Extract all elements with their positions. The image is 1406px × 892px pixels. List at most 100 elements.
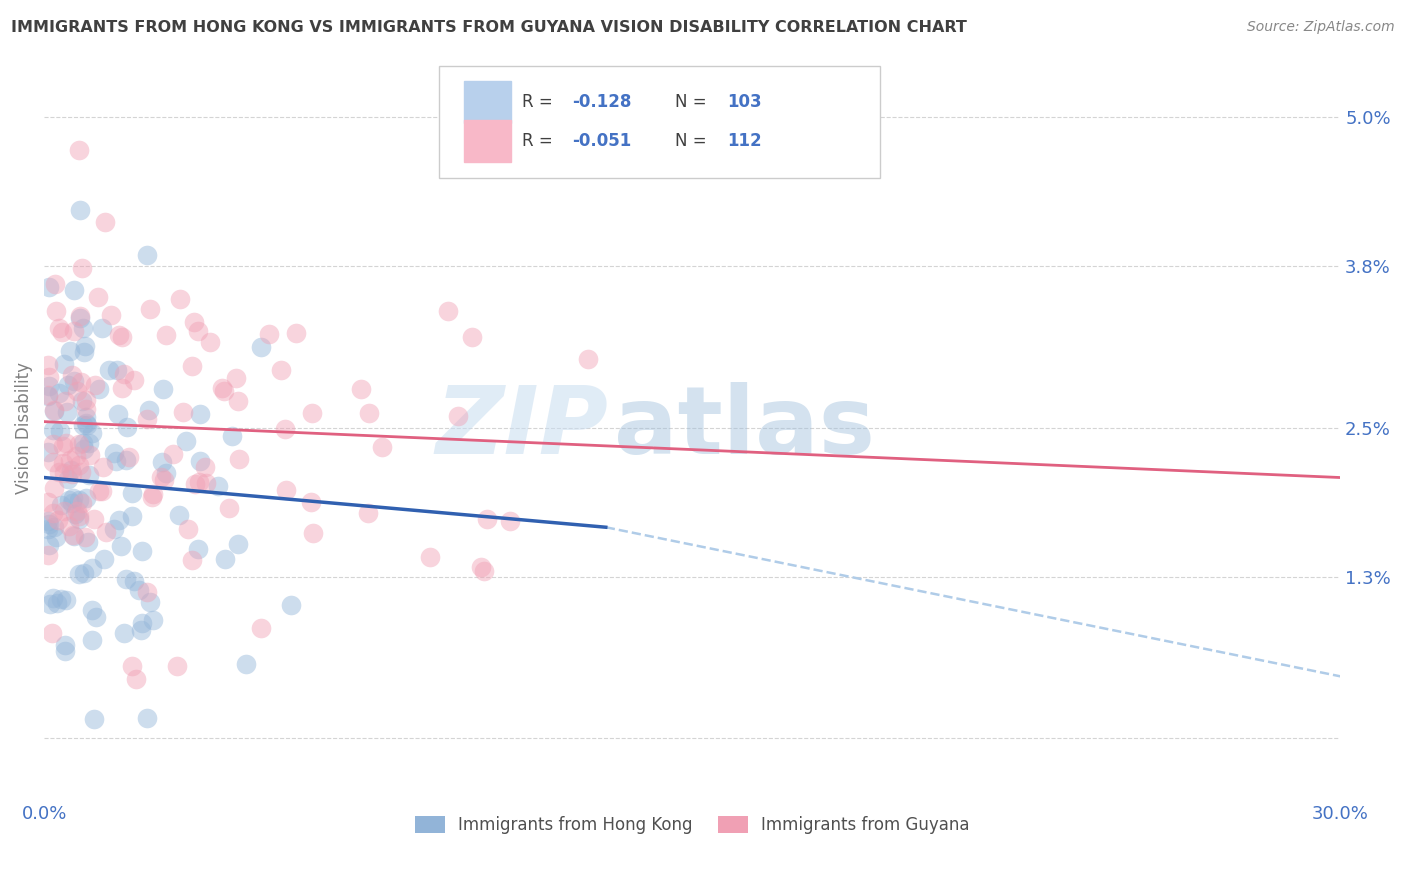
Point: [221, 428, 243, 442]
Point: [60, 462, 83, 476]
Point: [122, 373, 145, 387]
Point: [67, 436, 90, 450]
Point: [84, 378, 107, 392]
Point: [155, 466, 177, 480]
Point: [37, 358, 59, 372]
Point: [89, 383, 111, 397]
Point: [56, 405, 79, 419]
Point: [53, 357, 76, 371]
Point: [172, 405, 194, 419]
Point: [52, 439, 75, 453]
Point: [187, 324, 209, 338]
Point: [129, 623, 152, 637]
FancyBboxPatch shape: [464, 120, 510, 161]
Point: [150, 455, 173, 469]
Point: [194, 476, 217, 491]
Point: [46, 513, 69, 527]
Point: [461, 330, 484, 344]
Point: [55, 436, 77, 450]
Point: [136, 585, 159, 599]
Text: R =: R =: [523, 93, 558, 112]
Point: [44, 277, 66, 291]
Point: [55, 394, 77, 409]
Point: [187, 475, 209, 489]
Point: [53, 467, 76, 481]
Point: [62, 491, 84, 505]
Point: [69, 203, 91, 218]
Point: [198, 334, 221, 349]
Point: [39, 597, 62, 611]
Point: [48, 424, 70, 438]
Point: [93, 215, 115, 229]
Point: [48, 385, 70, 400]
Point: [121, 508, 143, 523]
Point: [117, 420, 139, 434]
Point: [38, 516, 60, 531]
Point: [153, 473, 176, 487]
Point: [73, 566, 96, 581]
Point: [131, 615, 153, 630]
Point: [152, 382, 174, 396]
Point: [180, 553, 202, 567]
Point: [79, 448, 101, 462]
Point: [83, 512, 105, 526]
Point: [180, 359, 202, 373]
Point: [103, 446, 125, 460]
Point: [226, 393, 249, 408]
Text: Source: ZipAtlas.com: Source: ZipAtlas.com: [1247, 20, 1395, 34]
Point: [38, 369, 60, 384]
FancyBboxPatch shape: [464, 81, 510, 123]
Point: [155, 328, 177, 343]
Legend: Immigrants from Hong Kong, Immigrants from Guyana: Immigrants from Hong Kong, Immigrants fr…: [408, 809, 976, 840]
Point: [72, 418, 94, 433]
Point: [228, 537, 250, 551]
Point: [66, 504, 89, 518]
Text: -0.128: -0.128: [572, 93, 631, 112]
Point: [82, 425, 104, 440]
Point: [138, 595, 160, 609]
Point: [72, 261, 94, 276]
Point: [60, 467, 83, 482]
Point: [51, 325, 73, 339]
Point: [118, 450, 141, 465]
Point: [225, 371, 247, 385]
Point: [166, 658, 188, 673]
Point: [77, 436, 100, 450]
Point: [72, 435, 94, 450]
Point: [228, 452, 250, 467]
Point: [37, 495, 59, 509]
Point: [121, 659, 143, 673]
Point: [250, 621, 273, 635]
Point: [80, 633, 103, 648]
Point: [62, 527, 84, 541]
Point: [37, 389, 59, 403]
Point: [84, 610, 107, 624]
Point: [477, 512, 499, 526]
Point: [447, 409, 470, 423]
Point: [93, 552, 115, 566]
Point: [250, 340, 273, 354]
Point: [56, 377, 79, 392]
Point: [184, 476, 207, 491]
Point: [112, 367, 135, 381]
Point: [103, 522, 125, 536]
Point: [53, 504, 76, 518]
Point: [167, 508, 190, 522]
Point: [46, 596, 69, 610]
Point: [111, 381, 134, 395]
Point: [357, 506, 380, 520]
Point: [162, 447, 184, 461]
Point: [136, 248, 159, 262]
Text: N =: N =: [675, 132, 713, 150]
Point: [359, 406, 381, 420]
Point: [107, 513, 129, 527]
Point: [107, 328, 129, 343]
Point: [125, 672, 148, 686]
Point: [58, 493, 80, 508]
Point: [91, 321, 114, 335]
Point: [55, 593, 77, 607]
Text: -0.051: -0.051: [572, 132, 631, 150]
Point: [63, 508, 86, 522]
Point: [42, 591, 65, 605]
Point: [112, 626, 135, 640]
